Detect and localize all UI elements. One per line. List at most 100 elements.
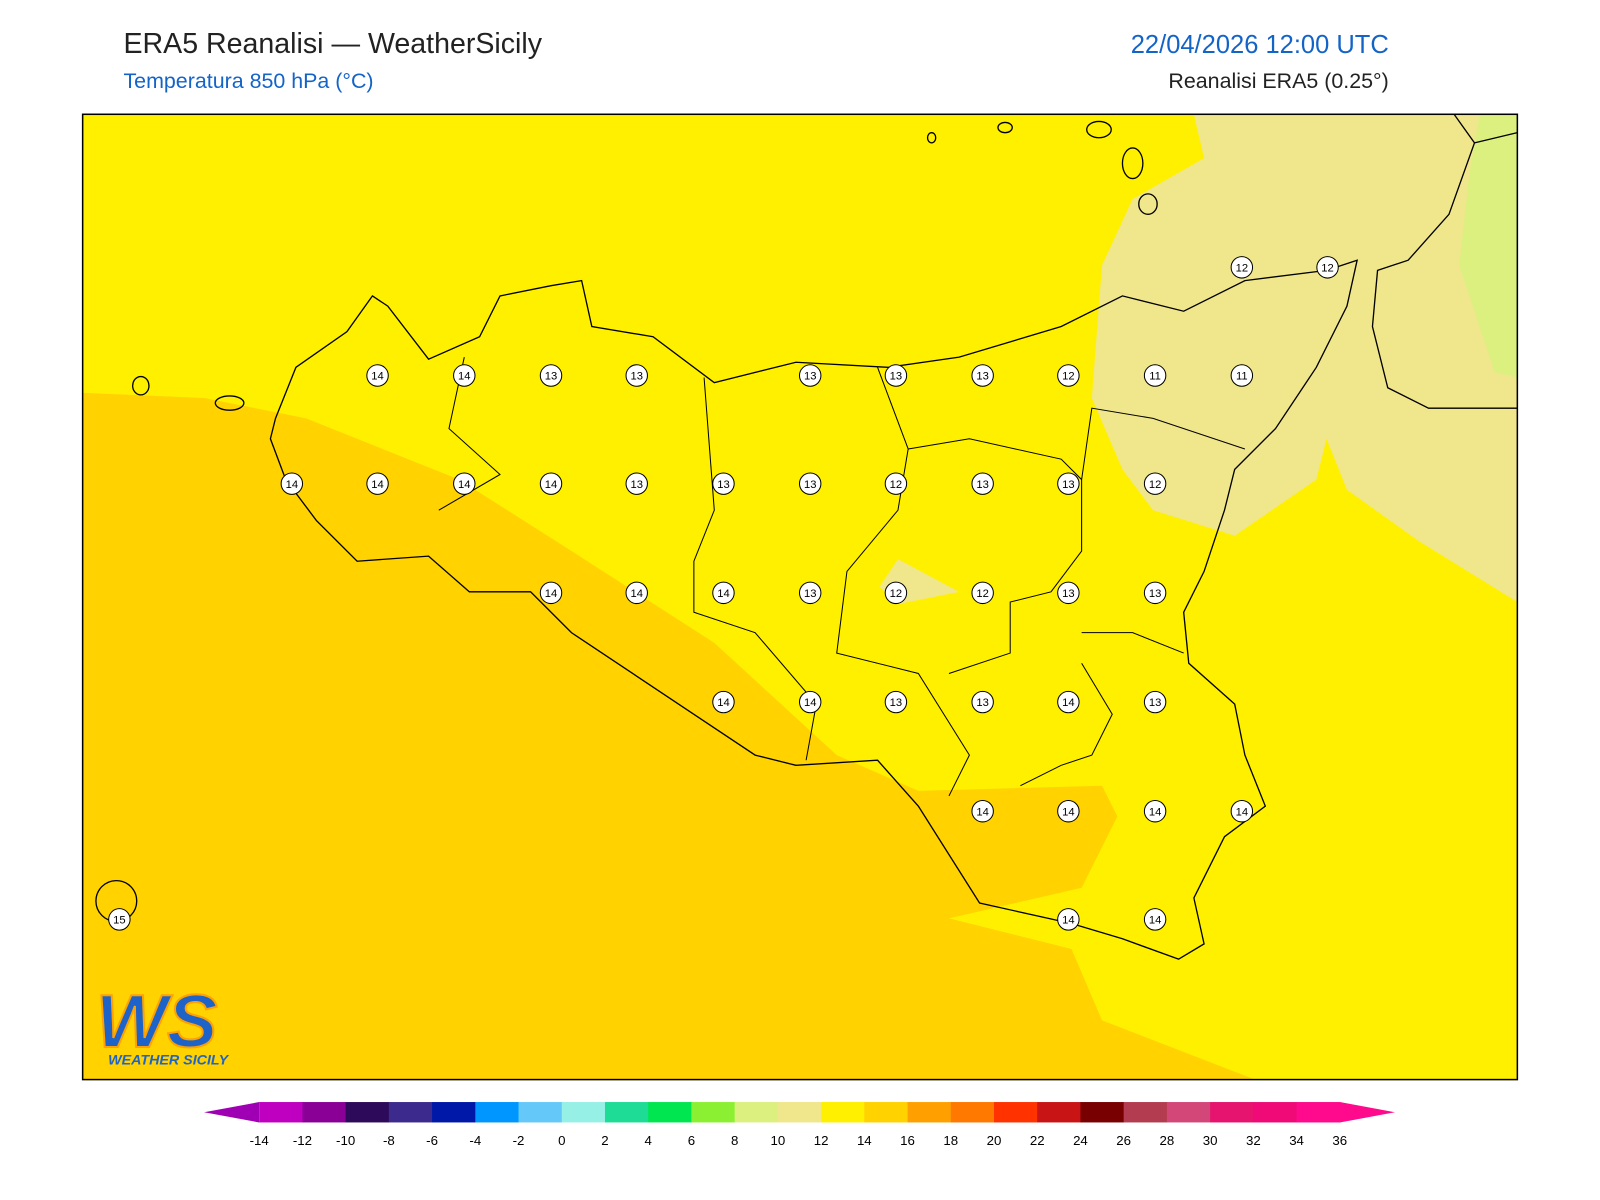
station-marker — [1230, 800, 1254, 823]
colorbar-segment — [259, 1102, 303, 1123]
station-marker — [1057, 472, 1080, 495]
colorbar-segment — [734, 1102, 779, 1123]
station-value: 13 — [717, 479, 729, 491]
sicily-coast — [269, 259, 1359, 960]
field-10-12 — [1091, 114, 1518, 603]
colorbar-tick-label: 10 — [771, 1133, 786, 1148]
logo: WS WEATHER SICILY — [95, 979, 230, 1068]
colorbar-segment — [604, 1102, 649, 1123]
subtitle: Temperatura 850 hPa (°C) — [123, 69, 373, 93]
colorbar-segment — [821, 1102, 865, 1123]
station-value: 14 — [1236, 806, 1248, 818]
colorbar-segment — [432, 1102, 476, 1123]
island — [214, 395, 245, 411]
station-value: 14 — [286, 479, 298, 491]
colorbar-segment — [475, 1102, 520, 1123]
colorbar-tick-label: 14 — [857, 1133, 872, 1148]
station-value: 13 — [630, 479, 642, 491]
colorbar-segment — [691, 1102, 736, 1123]
field-14-16-orange — [82, 392, 1256, 1080]
station-value: 14 — [976, 806, 988, 818]
station-value: 13 — [976, 371, 988, 383]
station-value: 12 — [1062, 371, 1074, 383]
island — [926, 131, 937, 144]
station-value: 12 — [1321, 262, 1333, 274]
station-value: 13 — [545, 371, 557, 383]
colorbar-tick-label: -10 — [336, 1133, 355, 1148]
station-marker — [280, 472, 304, 495]
station-value: 14 — [1149, 914, 1161, 926]
station-marker — [1057, 908, 1080, 931]
colorbar-tick-label: 4 — [645, 1133, 652, 1148]
station-marker — [971, 800, 994, 823]
station-value: 13 — [890, 371, 902, 383]
station-value: 13 — [1149, 588, 1161, 600]
station-marker — [539, 364, 563, 387]
station-value: 14 — [1149, 806, 1161, 818]
title: ERA5 Reanalisi — WeatherSicily — [123, 28, 542, 60]
colorbar-tick-label: 2 — [601, 1133, 608, 1148]
station-value: 14 — [371, 371, 383, 383]
station-value: 11 — [1236, 371, 1248, 383]
colorbar-segment — [518, 1102, 563, 1123]
station-value: 14 — [1062, 806, 1074, 818]
station-marker — [1316, 256, 1339, 279]
logo-name: WEATHER SICILY — [108, 1052, 229, 1068]
colorbar-segment — [561, 1102, 606, 1123]
colorbar-segment — [864, 1102, 909, 1123]
station-marker — [1057, 800, 1080, 823]
station-marker — [798, 690, 822, 714]
station-value: 11 — [1149, 371, 1161, 383]
station-marker — [366, 472, 389, 495]
colorbar-tick-label: 24 — [1073, 1133, 1088, 1148]
station-value: 13 — [1062, 479, 1074, 491]
colorbar-segment — [907, 1102, 952, 1123]
station-marker — [625, 364, 648, 387]
station-marker — [366, 364, 389, 387]
colorbar-tick-label: 8 — [731, 1133, 738, 1148]
colorbar-under — [204, 1102, 260, 1123]
colorbar-tick-label: -4 — [469, 1133, 481, 1148]
colorbar-tick-label: 32 — [1246, 1133, 1261, 1148]
colorbar-tick-label: 12 — [814, 1133, 829, 1148]
field-8-10 — [1459, 114, 1518, 378]
map-field — [82, 114, 1518, 1080]
station-value: 14 — [1062, 914, 1074, 926]
island — [1086, 120, 1112, 139]
station-marker — [108, 908, 131, 931]
logo-mark: WS — [96, 980, 218, 1064]
station-marker — [1143, 690, 1167, 714]
station-value: 13 — [1149, 697, 1161, 709]
colorbar-tick-label: -2 — [513, 1133, 525, 1148]
colorbar-tick-label: -14 — [250, 1133, 269, 1148]
station-marker — [625, 581, 648, 605]
station-marker — [1143, 800, 1167, 823]
island — [131, 375, 150, 396]
colorbar-segment — [994, 1102, 1038, 1123]
colorbar-segment — [1253, 1102, 1298, 1123]
station-marker — [1230, 256, 1254, 279]
station-marker — [798, 364, 822, 387]
station-value: 14 — [458, 479, 470, 491]
station-marker — [539, 581, 563, 605]
colorbar-over — [1339, 1102, 1395, 1123]
colorbar-segment — [345, 1102, 390, 1123]
station-marker — [712, 472, 735, 495]
station-marker — [712, 690, 735, 714]
station-value: 15 — [113, 914, 125, 926]
colorbar-segment — [950, 1102, 995, 1123]
station-marker — [971, 472, 994, 495]
station-value: 13 — [976, 479, 988, 491]
station-value: 14 — [630, 588, 642, 600]
calabria-coast — [1371, 114, 1518, 409]
station-value: 14 — [717, 588, 729, 600]
station-value: 13 — [630, 371, 642, 383]
station-value: 13 — [1062, 588, 1074, 600]
station-marker — [1057, 581, 1080, 605]
station-marker — [1143, 908, 1167, 931]
station-value: 14 — [717, 697, 729, 709]
station-marker — [1057, 690, 1080, 714]
colorbar-segment — [1123, 1102, 1168, 1123]
